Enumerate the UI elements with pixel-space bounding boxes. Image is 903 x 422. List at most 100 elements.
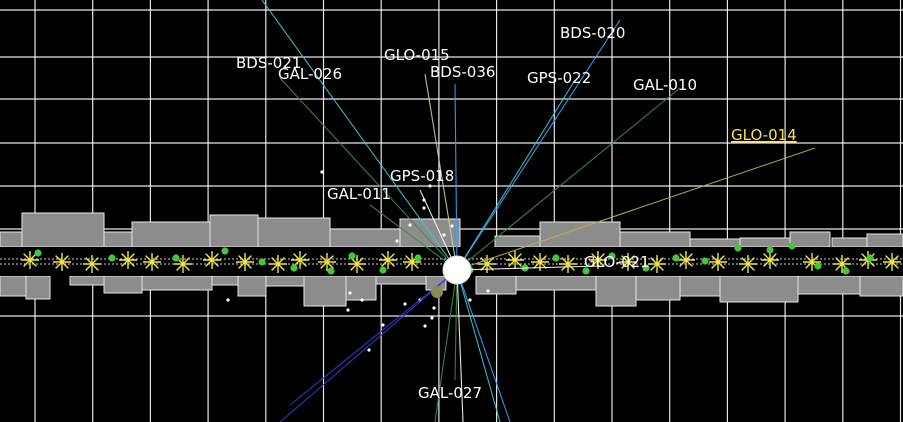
satellite-trace [434,269,458,422]
terrain-block [375,275,427,285]
terrain-block [635,275,681,301]
star-icon [145,255,159,269]
star-icon [238,255,252,269]
dot [788,242,796,250]
satellite-label-gps-018[interactable]: GPS-018 [390,167,454,185]
terrain-block [866,233,903,248]
dot [468,298,472,302]
star-icon [711,255,725,269]
satellite-trace [261,0,458,271]
dot [672,254,680,262]
terrain-block [211,275,239,286]
dot [701,257,709,265]
dot [379,266,387,274]
star-icon [85,257,99,271]
dot [34,249,42,257]
dot [608,252,616,260]
dot [226,298,230,302]
satellite-trace [279,77,458,271]
dot [360,298,364,302]
dot [423,324,427,328]
star-icon [621,255,635,269]
terrain-block [689,238,741,248]
star-icon [320,255,334,269]
satellite-label-gal-010[interactable]: GAL-010 [633,76,697,94]
terrain-block [595,275,637,307]
star-icon [350,257,364,271]
dot [766,246,774,254]
dot [432,306,436,310]
satellite-trace [454,269,458,381]
satellite-label-glo-015[interactable]: GLO-015 [384,46,450,64]
satellite-label-bds-020[interactable]: BDS-020 [560,24,625,42]
star-icon [835,257,849,271]
dot [408,223,412,227]
terrain-block [141,275,213,291]
terrain-block [494,235,541,248]
satellite-trace [369,204,458,271]
star-icon [293,253,307,267]
satellite-trace [454,83,458,271]
terrain-block [739,237,791,248]
dot [346,308,350,312]
dot [327,267,335,275]
dot [734,244,742,252]
moon-icon[interactable] [431,286,443,298]
satellite-trace [456,265,601,271]
terrain-block [69,275,105,286]
satellite-label-gal-026[interactable]: GAL-026 [278,65,342,83]
satellite-label-bds-021[interactable]: BDS-021 [236,54,301,72]
satellite-label-gps-022[interactable]: GPS-022 [527,69,591,87]
dot [172,254,180,262]
satellite-label-glo-021[interactable]: GLO-021 [584,253,650,271]
satellite-label-gal-011[interactable]: GAL-011 [327,185,391,203]
dot [348,291,352,295]
dot [430,316,434,320]
dot [108,254,116,262]
satellite-trace [456,269,511,422]
dot [403,302,407,306]
dot [348,252,356,260]
terrain-block [21,212,105,248]
satellite-label-bds-036[interactable]: BDS-036 [430,63,495,81]
star-icon [271,257,285,271]
satellite-label-glo-014[interactable]: GLO-014 [731,126,797,144]
dot [258,258,266,266]
satellite-trace [456,79,576,271]
dot [442,233,446,237]
satellite-trace [456,269,501,422]
terrain-block [797,275,861,295]
star-icon [121,253,135,267]
star-icon [679,253,693,267]
star-icon [176,257,190,271]
satellite-trace [279,269,458,422]
dot [320,170,324,174]
dot [866,254,874,262]
satellite-label-gal-027[interactable]: GAL-027 [418,384,482,402]
dot [486,289,490,293]
terrain-block [345,275,377,301]
satellite-trace [456,19,621,271]
satellite-trace [456,147,816,271]
dot [552,254,560,262]
star-icon [741,257,755,271]
satellite-trace [289,269,458,406]
dot [450,224,454,228]
satellite-trace [456,87,681,271]
star-icon [805,255,819,269]
dot [814,262,822,270]
terrain-block [679,275,721,297]
terrain-block [859,275,903,297]
terrain-block [475,275,517,295]
terrain-block [103,275,143,294]
satellite-trace [424,73,458,271]
terrain-block [25,275,51,300]
sun-icon[interactable] [442,255,472,285]
terrain-block [831,237,868,248]
dot [221,247,229,255]
star-icon [508,253,522,267]
dot [290,264,298,272]
satellite-traces [261,0,816,422]
